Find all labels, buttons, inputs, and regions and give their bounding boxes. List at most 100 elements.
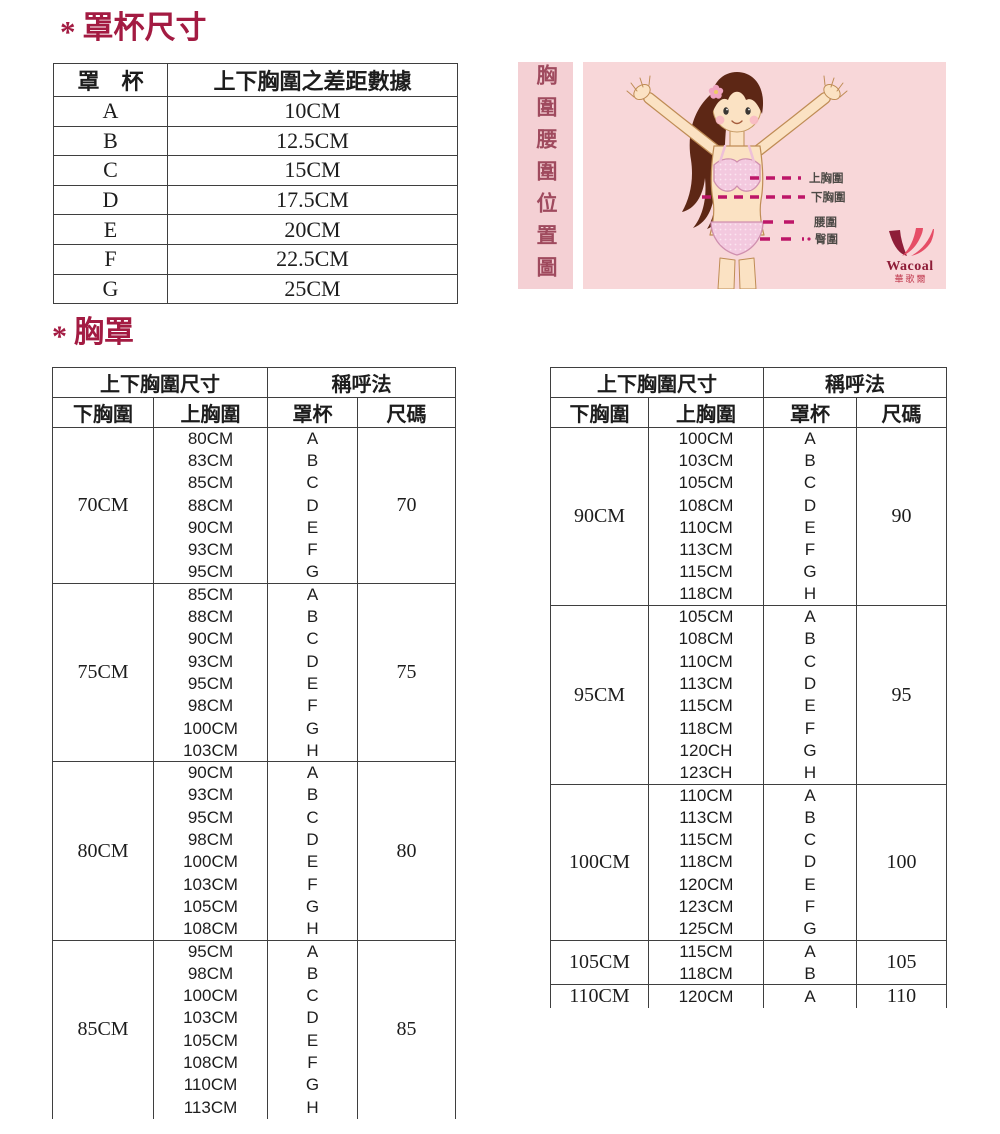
- measurement-labels: 上胸圍 下胸圍 腰圍 臀圍: [809, 171, 846, 246]
- cup-cell: E: [763, 516, 857, 539]
- wacoal-wordmark: Wacoal: [886, 259, 933, 274]
- bra-section-title: * 胸罩: [52, 318, 134, 352]
- upper-bust-cell: 115CM: [648, 561, 764, 584]
- difference-value-cell: 15CM: [167, 155, 458, 186]
- cup-cell: B: [763, 806, 857, 829]
- bra-size-row: 110CM 120CM A 110: [550, 984, 947, 1009]
- upper-bust-cell: 95CM: [153, 939, 268, 963]
- size-cell: 110: [856, 984, 947, 1009]
- cup-cell: H: [763, 761, 857, 785]
- cup-table-header: 罩 杯: [53, 63, 168, 97]
- size-cell: 80: [357, 761, 456, 941]
- cup-cell: E: [267, 516, 358, 539]
- cup-table-row: E 20CM: [53, 214, 458, 245]
- cup-cell: G: [267, 1074, 358, 1097]
- upper-bust-cell: 115CM: [648, 939, 764, 963]
- bra-size-row: 105CM G: [53, 895, 456, 919]
- cup-cell: C: [267, 806, 358, 829]
- cup-table-row: D 17.5CM: [53, 184, 458, 216]
- bra-size-row: 105CM 115CM A 105: [550, 939, 947, 985]
- bra-size-row: 113CM D: [551, 672, 947, 696]
- upper-bust-cell: 105CM: [153, 1029, 268, 1052]
- wacoal-logo: Wacoal 華歌爾: [886, 228, 934, 284]
- bra-table-group-header: 稱呼法: [267, 367, 456, 398]
- upper-bust-cell: 120CM: [648, 984, 764, 1009]
- difference-value-cell: 10CM: [167, 96, 458, 127]
- bra-size-row: 90CM E: [53, 516, 456, 539]
- asterisk-marker: *: [60, 14, 76, 49]
- upper-bust-cell: 105CM: [648, 472, 764, 495]
- cup-cell: F: [763, 895, 857, 919]
- upper-bust-cell: 103CM: [648, 449, 764, 473]
- bra-size-row: 93CM D: [53, 650, 456, 673]
- bra-size-row: 103CM D: [53, 1007, 456, 1030]
- upper-bust-cell: 98CM: [153, 962, 268, 985]
- bra-size-row: 118CM D: [551, 851, 947, 874]
- upper-bust-cell: 105CM: [648, 605, 764, 629]
- under-bust-cell: 105CM: [550, 939, 649, 985]
- bra-table-group-header: 上下胸圍尺寸: [52, 367, 268, 398]
- cup-cell: F: [267, 538, 358, 562]
- upper-bust-cell: 113CM: [648, 806, 764, 829]
- upper-bust-cell: 118CM: [648, 851, 764, 874]
- cup-cell: A: [763, 605, 857, 629]
- difference-value-cell: 17.5CM: [167, 184, 458, 216]
- cup-cell: B: [267, 449, 358, 473]
- cup-cell: A: [267, 761, 358, 785]
- under-bust-cell: 70CM: [52, 426, 154, 584]
- cup-cell: F: [267, 1051, 358, 1075]
- under-bust-label: 下胸圍: [811, 190, 846, 204]
- upper-bust-cell: 113CM: [648, 538, 764, 562]
- bra-size-row: 115CM C: [551, 828, 947, 852]
- upper-bust-cell: 98CM: [153, 828, 268, 852]
- cup-cell: G: [267, 561, 358, 584]
- bra: [713, 158, 761, 192]
- cup-table-header: 上下胸圍之差距數據: [167, 63, 458, 97]
- bra-size-row: 80CM 90CM A 80: [52, 761, 456, 941]
- upper-bust-cell: 113CM: [153, 1096, 268, 1119]
- bra-size-row: 120CH G: [551, 739, 947, 762]
- upper-bust-cell: 108CM: [648, 494, 764, 517]
- diagram-svg: 上胸圍 下胸圍 腰圍 臀圍 Wacoal 華歌爾: [626, 72, 934, 289]
- bra-size-row: 98CM B: [53, 962, 456, 985]
- bra-size-row: 90CM C: [53, 628, 456, 651]
- cup-cell: F: [267, 873, 358, 896]
- cup-letter-cell: F: [53, 243, 168, 275]
- difference-value-cell: 25CM: [167, 273, 458, 305]
- upper-bust-cell: 103CM: [153, 873, 268, 896]
- difference-value-cell: 20CM: [167, 214, 458, 245]
- cup-cell: G: [267, 895, 358, 919]
- bra-table-column-header: 罩杯: [267, 397, 358, 428]
- left-hand: [633, 83, 651, 101]
- cup-size-table: 罩 杯上下胸圍之差距數據 A 10CM B 12.5CM C 15CM D 17.5CM E 20C…: [53, 63, 458, 305]
- size-cell: 85: [357, 939, 456, 1119]
- cup-cell: A: [267, 426, 358, 450]
- bra-size-row: 85CM 95CM A 85: [52, 939, 456, 1119]
- bra-size-row: 108CM B: [551, 628, 947, 651]
- flower-accessory: [708, 84, 724, 99]
- cup-cell: H: [267, 739, 358, 762]
- upper-bust-cell: 110CM: [153, 1074, 268, 1097]
- cup-cell: C: [763, 828, 857, 852]
- bra-size-row: 103CM B: [551, 449, 947, 473]
- upper-bust-cell: 95CM: [153, 806, 268, 829]
- cup-cell: D: [267, 1007, 358, 1030]
- size-cell: 105: [856, 939, 947, 985]
- upper-bust-cell: 95CM: [153, 672, 268, 696]
- cup-cell: D: [763, 851, 857, 874]
- cup-cell: G: [763, 739, 857, 762]
- size-cell: 90: [856, 426, 947, 606]
- cup-letter-cell: D: [53, 184, 168, 216]
- cup-cell: A: [763, 939, 857, 963]
- cup-cell: F: [267, 695, 358, 718]
- bra-size-row: 103CM F: [53, 873, 456, 896]
- waist-label: 腰圍: [813, 215, 837, 229]
- hair-bangs: [710, 72, 764, 114]
- cup-cell: D: [763, 494, 857, 517]
- upper-bust-cell: 123CH: [648, 761, 764, 785]
- upper-bust-cell: 90CM: [153, 628, 268, 651]
- under-bust-cell: 90CM: [550, 426, 649, 606]
- difference-value-cell: 22.5CM: [167, 243, 458, 275]
- bra-table-column-header: 罩杯: [763, 397, 857, 428]
